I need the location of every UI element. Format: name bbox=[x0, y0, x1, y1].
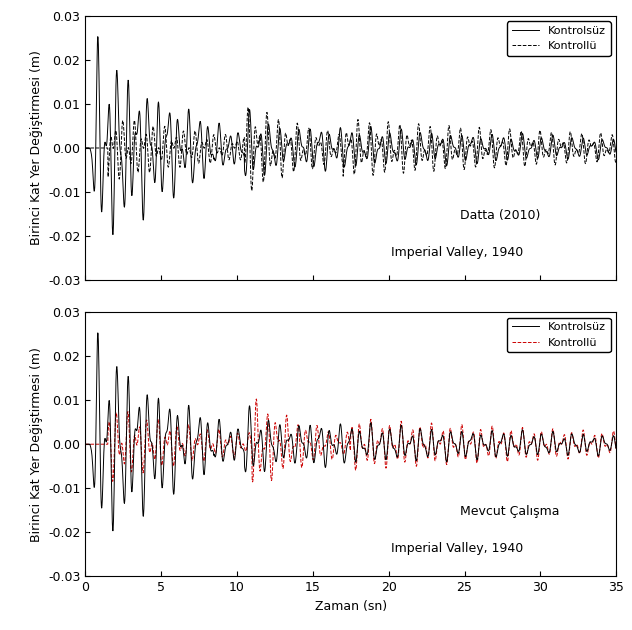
Kontrolsüz bbox=[109, 231, 117, 238]
Kontrollü bbox=[612, 159, 620, 166]
Kontrollü bbox=[252, 123, 259, 130]
Kontrolsüz bbox=[270, 449, 278, 457]
Kontrolsüz bbox=[270, 153, 278, 161]
Kontrollü bbox=[420, 151, 427, 158]
Kontrollü bbox=[248, 187, 256, 195]
Kontrolsüz bbox=[217, 134, 224, 141]
Kontrollü bbox=[612, 445, 620, 452]
Text: Imperial Valley, 1940: Imperial Valley, 1940 bbox=[391, 246, 523, 259]
Kontrolsüz bbox=[103, 139, 111, 147]
Kontrolsüz bbox=[103, 435, 111, 443]
Y-axis label: Birinci Kat Yer Değiştirmesi (m): Birinci Kat Yer Değiştirmesi (m) bbox=[30, 50, 42, 246]
X-axis label: Zaman (sn): Zaman (sn) bbox=[315, 600, 387, 613]
Text: Mevcut Çalışma: Mevcut Çalışma bbox=[459, 505, 559, 518]
Kontrolsüz bbox=[94, 33, 102, 40]
Kontrollü bbox=[82, 440, 89, 448]
Kontrolsüz bbox=[252, 446, 259, 454]
Kontrollü bbox=[103, 440, 111, 448]
Kontrollü bbox=[248, 478, 256, 486]
Legend: Kontrolsüz, Kontrollü: Kontrolsüz, Kontrollü bbox=[507, 318, 611, 352]
Kontrolsüz bbox=[420, 145, 427, 152]
Line: Kontrollü: Kontrollü bbox=[85, 399, 616, 482]
Kontrollü bbox=[312, 433, 319, 440]
Kontrollü bbox=[216, 145, 224, 152]
Kontrolsüz bbox=[94, 329, 102, 336]
Text: Imperial Valley, 1940: Imperial Valley, 1940 bbox=[391, 542, 523, 555]
Kontrollü bbox=[312, 135, 319, 142]
Kontrollü bbox=[270, 425, 278, 433]
Kontrolsüz bbox=[312, 151, 319, 159]
Kontrollü bbox=[245, 103, 252, 111]
Kontrolsüz bbox=[109, 527, 117, 535]
Kontrollü bbox=[216, 432, 224, 439]
Kontrolsüz bbox=[312, 447, 319, 455]
Kontrollü bbox=[253, 395, 260, 403]
Kontrolsüz bbox=[82, 440, 89, 448]
Kontrolsüz bbox=[82, 144, 89, 152]
Y-axis label: Birinci Kat Yer Değiştirmesi (m): Birinci Kat Yer Değiştirmesi (m) bbox=[30, 346, 42, 542]
Kontrolsüz bbox=[217, 430, 224, 438]
Kontrollü bbox=[103, 144, 111, 152]
Kontrolsüz bbox=[612, 444, 620, 452]
Line: Kontrolsüz: Kontrolsüz bbox=[85, 333, 616, 531]
Kontrollü bbox=[82, 144, 89, 152]
Kontrolsüz bbox=[252, 150, 259, 158]
Legend: Kontrolsüz, Kontrollü: Kontrolsüz, Kontrollü bbox=[507, 21, 611, 55]
Kontrolsüz bbox=[420, 441, 427, 449]
Line: Kontrollü: Kontrollü bbox=[85, 107, 616, 191]
Kontrollü bbox=[251, 422, 258, 430]
Kontrollü bbox=[420, 444, 427, 451]
Text: Datta (2010): Datta (2010) bbox=[459, 209, 540, 222]
Kontrollü bbox=[270, 152, 278, 160]
Line: Kontrolsüz: Kontrolsüz bbox=[85, 37, 616, 234]
Kontrolsüz bbox=[612, 148, 620, 156]
